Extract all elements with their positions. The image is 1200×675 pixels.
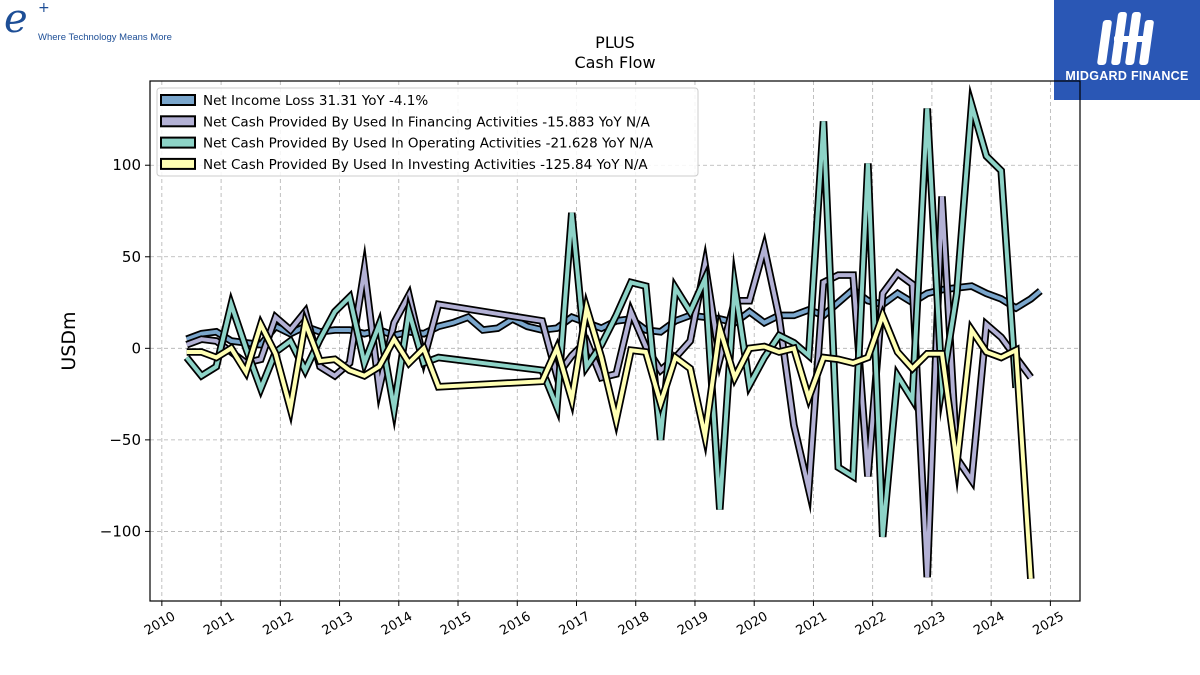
y-tick-label: 0: [131, 339, 141, 357]
x-tick-label: 2025: [1031, 609, 1067, 639]
y-tick-label: 100: [112, 156, 141, 174]
chart-title: PLUS: [595, 33, 635, 52]
legend-label: Net Cash Provided By Used In Investing A…: [203, 157, 648, 173]
legend-label: Net Cash Provided By Used In Operating A…: [203, 136, 654, 152]
eplus-logo-tagline: Where Technology Means More: [38, 32, 172, 43]
x-tick-label: 2021: [794, 609, 830, 639]
chart-subtitle: Cash Flow: [574, 53, 655, 72]
y-axis-ticks: −100 −50 0 50 100: [100, 156, 150, 540]
x-tick-label: 2015: [438, 609, 474, 639]
x-tick-label: 2024: [971, 609, 1007, 639]
x-tick-label: 2017: [557, 609, 593, 639]
series-lines: [183, 83, 1043, 579]
legend-swatch: [160, 136, 196, 149]
x-tick-label: 2014: [379, 609, 415, 639]
eplus-logo: e + Where Technology Means More: [4, 0, 194, 46]
legend-swatch: [160, 115, 196, 128]
eplus-logo-plus: +: [38, 0, 50, 16]
legend-label: Net Cash Provided By Used In Financing A…: [203, 114, 651, 130]
y-axis-label: USDm: [58, 311, 80, 370]
x-tick-label: 2020: [734, 609, 770, 639]
eplus-logo-mark: e: [4, 0, 28, 42]
midgard-finance-wordmark: MIDGARD FINANCE: [1065, 69, 1189, 83]
x-tick-label: 2013: [320, 609, 356, 639]
series-line-net-cash-provided-by-used-in-investing-activities: [186, 299, 1033, 579]
y-tick-label: −50: [109, 431, 141, 449]
legend-swatch: [160, 94, 196, 106]
legend-swatch: [160, 157, 196, 170]
x-tick-label: 2016: [497, 609, 533, 639]
x-tick-label: 2012: [260, 609, 296, 639]
series-line-net-cash-provided-by-used-in-operating-activities: [185, 93, 1018, 538]
y-tick-label: 50: [122, 248, 141, 266]
midgard-emblem-icon: [1097, 12, 1154, 65]
legend-label: Net Income Loss 31.31 YoY -4.1%: [203, 93, 428, 109]
x-tick-label: 2023: [912, 609, 948, 639]
x-tick-label: 2019: [675, 609, 711, 639]
x-tick-label: 2018: [616, 609, 652, 639]
x-tick-label: 2022: [853, 609, 889, 639]
x-axis-ticks: 2010 2011 2012 2013 2014 2015 2016 2017 2018 2019…: [142, 601, 1067, 639]
y-tick-label: −100: [100, 522, 141, 540]
legend: Net Income Loss 31.31 YoY -4.1% Net Cash …: [156, 87, 699, 177]
midgard-finance-logo: MIDGARD FINANCE: [1054, 0, 1200, 100]
legend-box: [156, 87, 699, 177]
plot-frame: [149, 80, 1081, 602]
x-tick-label: 2011: [201, 609, 237, 639]
x-tick-label: 2010: [142, 609, 178, 639]
